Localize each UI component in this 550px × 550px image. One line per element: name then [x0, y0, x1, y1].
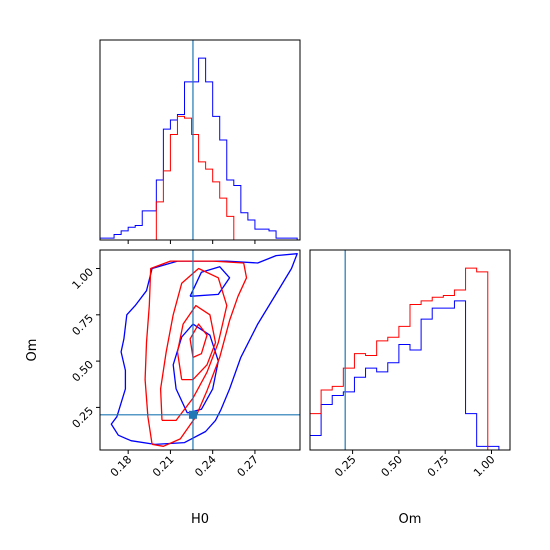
- om-marginal-frame: [309, 249, 511, 451]
- contour-red-level-3: [176, 304, 217, 381]
- h0-marginal-frame: [99, 39, 301, 241]
- contour-truth-marker: [188, 410, 197, 419]
- contour-layer: [110, 253, 298, 447]
- h0-histogram-series-red: [155, 115, 235, 240]
- contour-blue-level-2: [172, 323, 219, 414]
- h0-histogram-series-blue: [99, 57, 298, 240]
- x-axis-label-om: Om: [399, 512, 422, 527]
- x-axis-label-h0: H0: [191, 512, 209, 527]
- contour-frame: [99, 249, 301, 451]
- contour-blue-level-3: [189, 266, 231, 297]
- contour-red-level-4: [189, 323, 208, 358]
- y-axis-label-om: Om: [25, 339, 40, 362]
- h0-marginal-panel: [99, 39, 301, 244]
- om-histogram-series-red: [309, 267, 499, 451]
- om-histogram-series-blue: [309, 300, 510, 451]
